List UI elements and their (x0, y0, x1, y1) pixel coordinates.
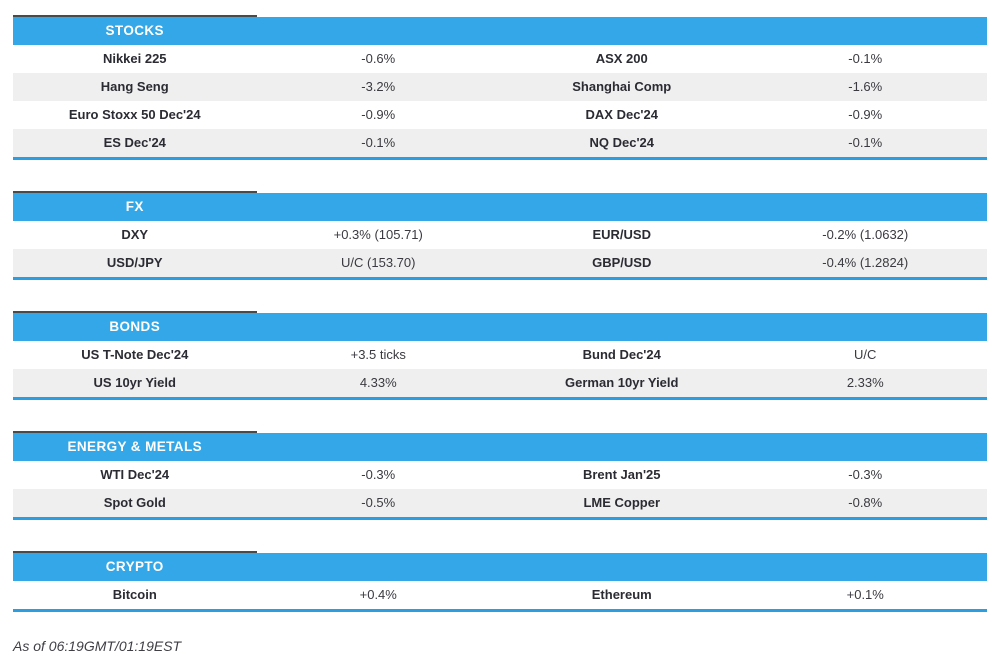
market-section: ENERGY & METALS WTI Dec'24 -0.3% Brent Jan… (13, 431, 987, 520)
table-row: US 10yr Yield 4.33% German 10yr Yield 2.33% (13, 369, 987, 397)
section-rows: DXY +0.3% (105.71) EUR/USD -0.2% (1.0632) US… (13, 221, 987, 277)
instrument-name: Hang Seng (100, 79, 169, 94)
section-header-label: STOCKS (105, 23, 164, 38)
table-row: WTI Dec'24 -0.3% Brent Jan'25 -0.3% (13, 461, 987, 489)
market-summary-table: STOCKS Nikkei 225 -0.6% ASX 200 -0.1% Hang S… (13, 15, 987, 612)
market-section: BONDS US T-Note Dec'24 +3.5 ticks Bund Dec… (13, 311, 987, 400)
table-row: Hang Seng -3.2% Shanghai Comp -1.6% (13, 73, 987, 101)
table-row: Spot Gold -0.5% LME Copper -0.8% (13, 489, 987, 517)
instrument-name: US 10yr Yield (93, 375, 176, 390)
instrument-name: Spot Gold (103, 495, 166, 510)
instrument-value: 2.33% (846, 375, 884, 390)
instrument-name: Shanghai Comp (572, 79, 672, 94)
instrument-value: U/C (854, 347, 877, 362)
section-rows: US T-Note Dec'24 +3.5 ticks Bund Dec'24 U/C… (13, 341, 987, 397)
instrument-name: German 10yr Yield (565, 375, 679, 390)
section-header: FX (13, 191, 987, 221)
instrument-value: -0.8% (848, 495, 883, 510)
table-row: ES Dec'24 -0.1% NQ Dec'24 -0.1% (13, 129, 987, 157)
instrument-value: -0.1% (848, 51, 883, 66)
instrument-name: DXY (121, 227, 149, 242)
table-row: Bitcoin +0.4% Ethereum +0.1% (13, 581, 987, 609)
instrument-name: Bitcoin (112, 587, 157, 602)
section-rows: WTI Dec'24 -0.3% Brent Jan'25 -0.3% Spot Gol… (13, 461, 987, 517)
instrument-value: -0.1% (848, 135, 883, 150)
instrument-name: WTI Dec'24 (100, 467, 170, 482)
table-row: Euro Stoxx 50 Dec'24 -0.9% DAX Dec'24 -0.9% (13, 101, 987, 129)
instrument-name: Bund Dec'24 (582, 347, 661, 362)
section-header: CRYPTO (13, 551, 987, 581)
market-section: STOCKS Nikkei 225 -0.6% ASX 200 -0.1% Hang S… (13, 15, 987, 160)
instrument-value: -0.2% (1.0632) (822, 227, 909, 242)
instrument-value: +0.3% (105.71) (333, 227, 423, 242)
instrument-name: EUR/USD (592, 227, 651, 242)
table-row: US T-Note Dec'24 +3.5 ticks Bund Dec'24 U/C (13, 341, 987, 369)
section-header-label: ENERGY & METALS (67, 439, 202, 454)
instrument-value: -0.1% (361, 135, 396, 150)
instrument-value: -3.2% (361, 79, 396, 94)
instrument-value: -0.9% (848, 107, 883, 122)
section-header: BONDS (13, 311, 987, 341)
instrument-value: -0.3% (361, 467, 396, 482)
instrument-value: +3.5 ticks (350, 347, 406, 362)
instrument-value: -0.4% (1.2824) (822, 255, 909, 270)
instrument-value: U/C (153.70) (341, 255, 416, 270)
section-header: ENERGY & METALS (13, 431, 987, 461)
instrument-name: GBP/USD (592, 255, 652, 270)
timestamp-note: As of 06:19GMT/01:19EST (13, 638, 182, 654)
instrument-name: DAX Dec'24 (585, 107, 658, 122)
instrument-name: US T-Note Dec'24 (81, 347, 189, 362)
table-row: Nikkei 225 -0.6% ASX 200 -0.1% (13, 45, 987, 73)
instrument-name: USD/JPY (106, 255, 163, 270)
instrument-value: -1.6% (848, 79, 883, 94)
instrument-name: NQ Dec'24 (589, 135, 654, 150)
instrument-name: Nikkei 225 (102, 51, 167, 66)
instrument-name: Ethereum (591, 587, 652, 602)
instrument-value: -0.3% (848, 467, 883, 482)
section-header-label: BONDS (109, 319, 161, 334)
instrument-value: +0.4% (359, 587, 397, 602)
instrument-value: +0.1% (846, 587, 884, 602)
instrument-name: Euro Stoxx 50 Dec'24 (68, 107, 201, 122)
market-section: FX DXY +0.3% (105.71) EUR/USD -0.2% (1.0632… (13, 191, 987, 280)
market-section: CRYPTO Bitcoin +0.4% Ethereum +0.1% (13, 551, 987, 612)
section-rows: Bitcoin +0.4% Ethereum +0.1% (13, 581, 987, 609)
instrument-name: Brent Jan'25 (582, 467, 661, 482)
section-rows: Nikkei 225 -0.6% ASX 200 -0.1% Hang Seng -3.2… (13, 45, 987, 157)
section-header: STOCKS (13, 15, 987, 45)
instrument-value: 4.33% (359, 375, 397, 390)
section-header-label: FX (125, 199, 144, 214)
table-row: DXY +0.3% (105.71) EUR/USD -0.2% (1.0632) (13, 221, 987, 249)
instrument-value: -0.6% (361, 51, 396, 66)
section-header-label: CRYPTO (105, 559, 164, 574)
instrument-value: -0.9% (361, 107, 396, 122)
instrument-name: ES Dec'24 (103, 135, 166, 150)
instrument-name: LME Copper (583, 495, 661, 510)
table-row: USD/JPY U/C (153.70) GBP/USD -0.4% (1.2824) (13, 249, 987, 277)
instrument-name: ASX 200 (595, 51, 648, 66)
instrument-value: -0.5% (361, 495, 396, 510)
